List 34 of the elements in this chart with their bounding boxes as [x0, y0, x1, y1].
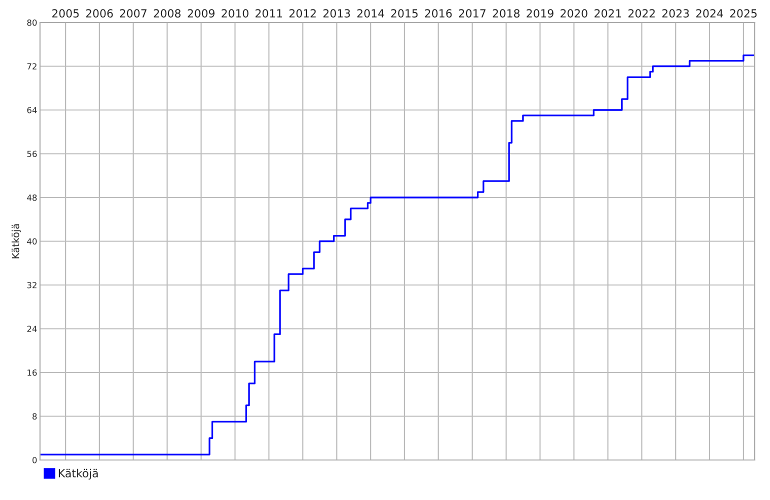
x-tick-label: 2017 — [458, 9, 486, 18]
y-tick-label: 16 — [28, 369, 37, 376]
y-axis-title: Kätköjä — [12, 224, 22, 258]
x-tick-label: 2019 — [526, 9, 554, 18]
x-tick-label: 2012 — [289, 9, 316, 18]
y-tick-label: 48 — [27, 194, 37, 201]
y-tick-label: 56 — [27, 150, 37, 158]
y-tick-label: 40 — [27, 238, 37, 245]
y-tick-label: 64 — [27, 106, 37, 114]
y-tick-label: 80 — [27, 19, 37, 26]
x-tick-label: 2014 — [357, 9, 384, 18]
x-tick-label: 2023 — [662, 9, 689, 18]
x-tick-label: 2018 — [492, 9, 520, 18]
x-tick-label: 2008 — [154, 9, 181, 18]
x-tick-label: 2016 — [425, 9, 452, 18]
x-tick-label: 2011 — [256, 9, 282, 18]
x-tick-label: 2010 — [222, 9, 248, 18]
x-tick-label: 2005 — [52, 9, 79, 18]
x-tick-label: 2022 — [628, 9, 655, 18]
x-tick-label: 2007 — [120, 9, 146, 18]
x-tick-label: 2021 — [594, 9, 621, 18]
legend-label: Kätköjä — [58, 468, 98, 480]
x-tick-label: 2009 — [188, 9, 214, 18]
x-tick-label: 2024 — [696, 9, 724, 18]
x-tick-label: 2025 — [730, 9, 757, 18]
y-tick-label: 72 — [27, 63, 36, 70]
x-tick-label: 2006 — [86, 9, 113, 18]
y-tick-label: 0 — [32, 456, 37, 464]
x-tick-label: 2013 — [323, 9, 350, 18]
x-tick-label: 2015 — [391, 9, 418, 18]
x-tick-label: 2020 — [560, 9, 588, 18]
y-tick-label: 8 — [32, 413, 37, 420]
y-tick-label: 32 — [27, 282, 36, 288]
y-tick-label: 24 — [27, 326, 37, 332]
